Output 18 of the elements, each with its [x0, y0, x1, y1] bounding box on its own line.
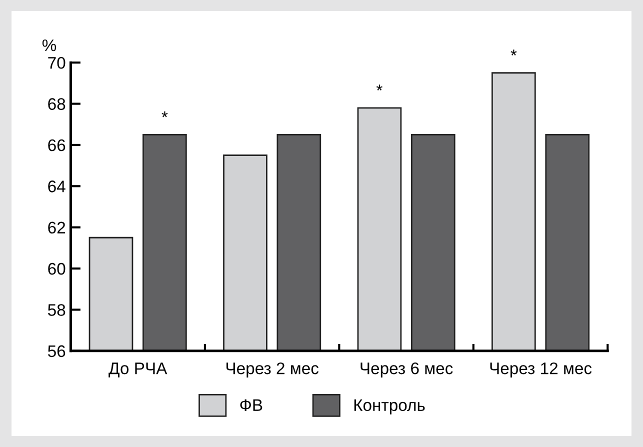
x-tick-label: Через 2 мес	[226, 362, 319, 378]
y-tick-label: 60	[48, 262, 66, 275]
y-tick-label: 66	[48, 139, 66, 152]
y-tick-label: 64	[48, 180, 66, 192]
y-tick-label: 68	[48, 98, 66, 110]
y-axis-title: %	[42, 39, 56, 52]
y-tick-label: 58	[48, 304, 66, 316]
legend-label: Контроль	[354, 399, 425, 414]
annotation: *	[376, 84, 382, 90]
annotation: *	[162, 111, 168, 118]
y-tick-label: 62	[48, 222, 66, 234]
x-tick-label: До РЧА	[108, 362, 168, 378]
x-tick-label: Через 12 мес	[490, 362, 592, 378]
x-tick-label: Через 6 мес	[360, 362, 453, 378]
legend-label: ФВ	[240, 399, 262, 411]
y-tick-label: 56	[48, 345, 66, 358]
y-tick-label: 70	[48, 56, 66, 69]
text: *	[510, 50, 517, 56]
